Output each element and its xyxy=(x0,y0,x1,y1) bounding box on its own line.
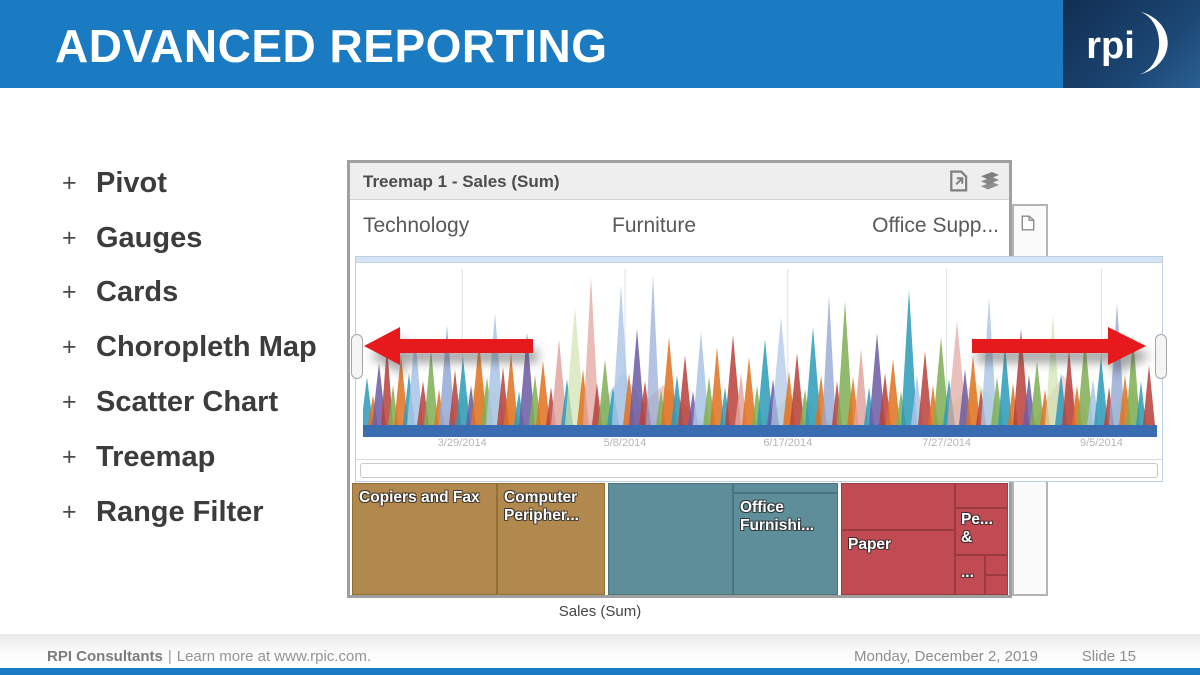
footer-tagline: Learn more at www.rpic.com. xyxy=(176,648,371,665)
list-item-choropleth-map: + Choropleth Map xyxy=(62,320,317,375)
list-item-gauges: + Gauges xyxy=(62,211,317,266)
divider xyxy=(356,459,1162,460)
column-header-office-supplies[interactable]: Office Supp... xyxy=(872,214,999,237)
range-filter-panel: 3/29/2014 5/8/2014 6/17/2014 7/27/2014 9/5/2… xyxy=(351,256,1167,482)
footer-date: Monday, December 2, 2019 xyxy=(854,648,1038,665)
layers-icon[interactable] xyxy=(979,170,1001,192)
column-header-furniture[interactable]: Furniture xyxy=(612,214,697,237)
horizontal-scrollbar[interactable] xyxy=(360,463,1158,478)
treemap-cell-furniture-sliver[interactable] xyxy=(733,483,838,493)
treemap-cell-dots[interactable]: ... xyxy=(955,555,985,595)
footer-brand: RPI Consultants xyxy=(47,648,163,665)
range-filter-date-axis: 3/29/2014 5/8/2014 6/17/2014 7/27/2014 9/5/2… xyxy=(363,437,1157,455)
cell-label: Office Furnishi... xyxy=(740,499,815,534)
widget-titlebar: Treemap 1 - Sales (Sum) xyxy=(350,163,1009,200)
widget-title: Treemap 1 - Sales (Sum) xyxy=(363,172,560,191)
treemap-cell-computer-peripherals[interactable]: Computer Peripher... xyxy=(497,483,605,595)
footer: RPI Consultants | Learn more at www.rpic.c… xyxy=(0,634,1200,668)
plus-marker: + xyxy=(62,442,77,471)
plus-marker: + xyxy=(62,388,77,417)
date-tick-label: 5/8/2014 xyxy=(603,437,647,449)
list-item-label: Scatter Chart xyxy=(96,386,279,419)
list-item-label: Cards xyxy=(96,276,179,309)
rpi-logo: rpi xyxy=(1063,0,1200,88)
cell-label: Paper xyxy=(848,536,892,553)
list-item-label: Gauges xyxy=(96,221,203,254)
range-handle-right[interactable] xyxy=(1155,334,1167,379)
rpi-logo-paren-icon xyxy=(1139,11,1168,75)
treemap-cell-tiny-2[interactable] xyxy=(985,575,1008,595)
list-item-range-filter: + Range Filter xyxy=(62,485,317,540)
feature-list: + Pivot + Gauges + Cards + Choropleth Map + S… xyxy=(62,156,317,540)
list-item-cards: + Cards xyxy=(62,266,317,321)
slide-number: Slide 15 xyxy=(1081,648,1136,665)
cell-label: Copiers and Fax xyxy=(359,489,480,506)
list-item-scatter-chart: + Scatter Chart xyxy=(62,375,317,430)
treemap-cell-tiny-1[interactable] xyxy=(985,555,1008,575)
cell-label: ... xyxy=(961,564,974,581)
range-handle-left[interactable] xyxy=(351,334,363,379)
list-item-treemap: + Treemap xyxy=(62,430,317,485)
list-item-pivot: + Pivot xyxy=(62,156,317,211)
range-filter-top-strip xyxy=(356,257,1162,263)
list-item-label: Treemap xyxy=(96,440,216,473)
page-title: ADVANCED REPORTING xyxy=(55,20,608,72)
export-icon[interactable] xyxy=(948,170,970,192)
date-tick-label: 6/17/2014 xyxy=(763,437,813,449)
plus-marker: + xyxy=(62,278,77,307)
list-item-label: Choropleth Map xyxy=(96,331,317,364)
date-tick-label: 3/29/2014 xyxy=(437,437,487,449)
list-item-label: Pivot xyxy=(96,166,167,199)
cell-label: Pe... & xyxy=(961,511,993,546)
range-filter-area-chart xyxy=(363,269,1157,437)
date-tick-label: 7/27/2014 xyxy=(922,437,972,449)
document-icon[interactable] xyxy=(1021,215,1035,231)
treemap-cell-copiers-and-fax[interactable]: Copiers and Fax xyxy=(352,483,497,595)
list-item-label: Range Filter xyxy=(96,495,264,528)
plus-marker: + xyxy=(62,333,77,362)
treemap-column-headers: Technology Furniture Office Supp... xyxy=(350,200,1009,258)
treemap-cell-supplies-sliver[interactable] xyxy=(955,483,1008,508)
plus-marker: + xyxy=(62,168,77,197)
footer-brand-line: RPI Consultants | Learn more at www.rpic.c… xyxy=(47,648,371,665)
date-tick-label: 9/5/2014 xyxy=(1079,437,1123,449)
column-header-technology[interactable]: Technology xyxy=(363,214,470,237)
treemap-cell-pe[interactable]: Pe... & xyxy=(955,508,1008,555)
cell-label: Computer Peripher... xyxy=(504,489,579,524)
rpi-logo-text: rpi xyxy=(1086,24,1135,67)
treemap-cell-paper[interactable]: Paper xyxy=(841,530,955,595)
treemap-caption: Sales (Sum) xyxy=(558,603,642,620)
treemap-cell-office-furnishings[interactable]: Office Furnishi... xyxy=(733,493,838,595)
footer-separator: | xyxy=(167,648,172,665)
treemap-cell-furniture-unlabeled[interactable] xyxy=(608,483,733,595)
bottom-accent-bar xyxy=(0,668,1200,675)
plus-marker: + xyxy=(62,223,77,252)
header-bar: ADVANCED REPORTING rpi xyxy=(0,0,1200,88)
treemap-cell-office-supplies-unlabeled[interactable] xyxy=(841,483,955,530)
plus-marker: + xyxy=(62,497,77,526)
